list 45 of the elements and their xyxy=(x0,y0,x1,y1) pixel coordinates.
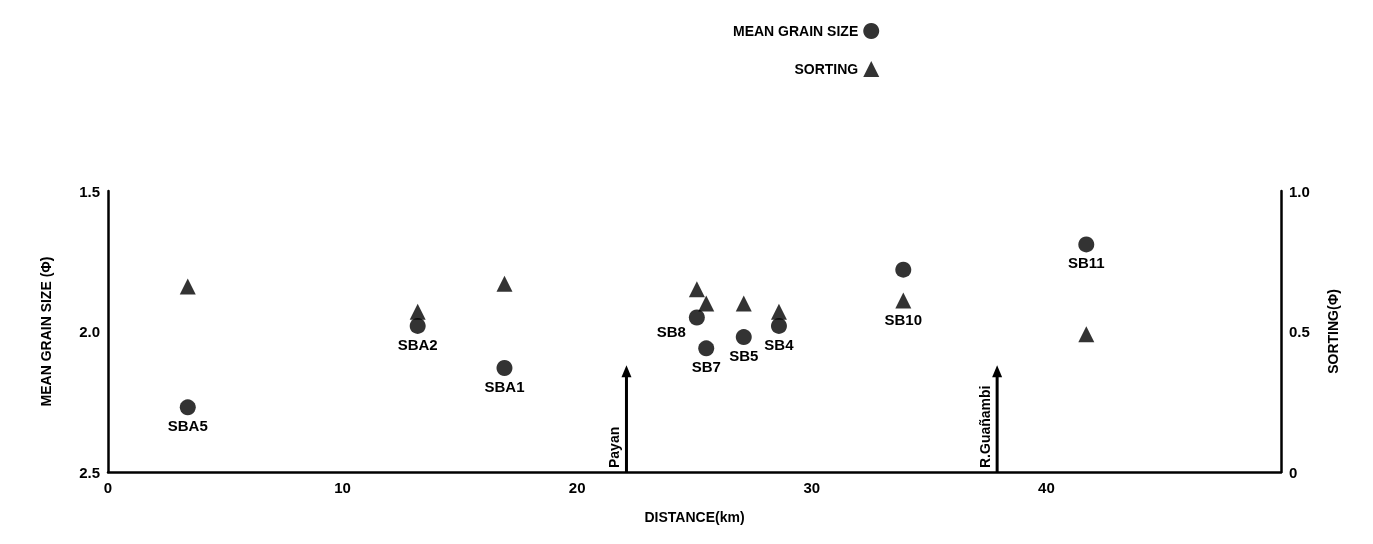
legend-label: MEAN GRAIN SIZE xyxy=(732,23,859,39)
point xyxy=(496,360,513,377)
point xyxy=(409,317,426,334)
point xyxy=(698,340,715,357)
point xyxy=(895,261,912,278)
y-tick-label: 2.0 xyxy=(79,323,100,340)
y2-tick-label: 0.5 xyxy=(1289,323,1310,340)
point xyxy=(698,295,715,312)
point xyxy=(895,292,912,309)
x-tick-label: 0 xyxy=(103,479,113,496)
point xyxy=(409,303,426,320)
annotation: SBA5 xyxy=(167,417,208,435)
y2-tick-label: 0 xyxy=(1289,463,1298,481)
x-tick-label: 20 xyxy=(568,479,586,496)
point xyxy=(688,309,705,326)
point xyxy=(1078,326,1095,343)
x-tick-label: 30 xyxy=(803,479,821,496)
point xyxy=(735,329,752,346)
annotation: SB10 xyxy=(884,310,923,328)
point xyxy=(1078,236,1095,253)
annotation: SB4 xyxy=(764,335,795,353)
point xyxy=(496,275,513,292)
y-axis-title: MEAN GRAIN SIZE (Φ) xyxy=(38,256,54,407)
y2-axis-title: SORTING(Φ) xyxy=(1325,289,1341,374)
x-tick-label: 40 xyxy=(1038,479,1055,496)
point xyxy=(688,281,705,298)
x-axis-title: DISTANCE(km) xyxy=(644,509,745,525)
y2-tick-label: 1.0 xyxy=(1289,182,1310,200)
annotation: SB5 xyxy=(729,347,759,365)
ref-line-label: R.Guañambi xyxy=(977,385,994,468)
annotation: SB11 xyxy=(1067,254,1105,272)
point xyxy=(179,399,196,416)
x-tick-label: 10 xyxy=(334,479,351,496)
point xyxy=(770,317,787,334)
legend-label: SORTING xyxy=(794,61,859,77)
annotation: SBA1 xyxy=(484,378,525,396)
point xyxy=(179,278,196,295)
annotation: SB7 xyxy=(691,358,721,376)
point xyxy=(770,303,787,320)
y-tick-label: 1.5 xyxy=(79,182,100,200)
annotation: SBA2 xyxy=(397,335,438,353)
annotation: SB8 xyxy=(656,322,686,340)
point xyxy=(735,295,752,312)
ref-line-label: Payan xyxy=(606,426,623,468)
y-tick-label: 2.5 xyxy=(79,463,100,481)
